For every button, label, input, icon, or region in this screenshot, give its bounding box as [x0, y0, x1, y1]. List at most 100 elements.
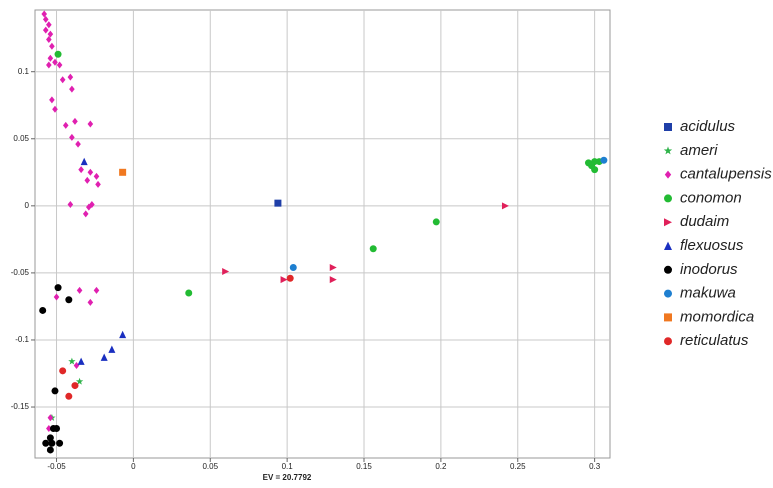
legend-label: flexuosus [680, 237, 744, 254]
x-tick-label: 0.1 [282, 462, 294, 471]
legend-marker [664, 265, 672, 274]
point [274, 199, 282, 207]
y-tick-label: 0.1 [18, 67, 30, 76]
point [46, 36, 52, 44]
point [69, 85, 75, 93]
point [93, 172, 100, 180]
point [87, 168, 94, 176]
point [76, 286, 83, 294]
legend-marker [663, 146, 673, 155]
point [54, 284, 62, 292]
point [84, 176, 91, 184]
point [329, 276, 337, 284]
point [75, 140, 81, 148]
legend-label: momordica [680, 308, 754, 325]
x-tick-label: 0.05 [202, 462, 218, 471]
point [67, 73, 74, 81]
legend-marker [664, 241, 672, 250]
point [289, 264, 297, 272]
point [39, 306, 47, 314]
point [119, 330, 127, 339]
point [87, 120, 94, 128]
point [77, 357, 85, 365]
point [47, 30, 54, 38]
point [49, 42, 55, 50]
point [52, 105, 58, 113]
point [59, 367, 67, 375]
point [222, 268, 230, 276]
point [87, 298, 94, 306]
legend-label: ameri [680, 142, 718, 159]
point [280, 276, 288, 284]
point [80, 157, 88, 166]
point [46, 424, 52, 432]
y-tick-label: -0.1 [15, 335, 29, 344]
legend-marker [664, 337, 672, 346]
point [68, 357, 76, 365]
point [42, 26, 49, 34]
point [53, 293, 60, 301]
y-tick-label: -0.15 [11, 402, 30, 411]
y-tick-label: -0.05 [11, 268, 30, 277]
point [501, 202, 509, 210]
point [46, 434, 54, 442]
legend-label: acidulus [680, 118, 736, 135]
legend-label: cantalupensis [680, 166, 772, 183]
point [62, 121, 69, 129]
point [71, 382, 79, 390]
point [56, 439, 64, 447]
point [42, 439, 50, 447]
x-tick-label: 0.15 [356, 462, 372, 471]
legend-label: reticulatus [680, 332, 749, 349]
x-tick-label: -0.05 [47, 462, 66, 471]
point [46, 446, 54, 454]
point [89, 200, 95, 208]
point [46, 61, 52, 69]
legend-marker [664, 289, 672, 298]
x-tick-label: 0 [131, 462, 136, 471]
point [53, 424, 61, 432]
point [48, 439, 56, 447]
point [56, 61, 63, 69]
point [588, 162, 596, 170]
point [54, 50, 62, 58]
point [49, 96, 55, 104]
point [369, 245, 377, 253]
legend-marker [664, 123, 672, 131]
point [95, 180, 101, 188]
point [329, 264, 337, 272]
legend-label: inodorus [680, 261, 738, 278]
legend-marker [664, 170, 672, 179]
x-tick-label: 0.3 [589, 462, 601, 471]
point [42, 15, 49, 23]
x-tick-label: 0.25 [510, 462, 526, 471]
x-tick-label: 0.2 [435, 462, 447, 471]
point [65, 392, 73, 400]
x-axis-label: EV = 20.7792 [263, 473, 312, 482]
point [73, 361, 80, 369]
legend-marker [664, 313, 672, 322]
y-tick-label: 0 [25, 201, 30, 210]
point [108, 345, 116, 353]
legend-label: dudaim [680, 213, 729, 230]
legend-marker [664, 218, 672, 227]
point [432, 218, 440, 226]
point [59, 76, 66, 84]
point [72, 117, 78, 125]
plot-area [34, 9, 611, 459]
point [93, 286, 100, 294]
point [65, 296, 73, 304]
point [185, 289, 193, 297]
point [75, 377, 84, 385]
point [47, 54, 54, 62]
point [67, 200, 74, 208]
point [82, 210, 89, 218]
legend-marker [664, 194, 672, 203]
point [52, 58, 58, 66]
point [41, 10, 48, 18]
point [119, 168, 127, 176]
point [286, 274, 294, 282]
point [51, 387, 59, 395]
point [47, 414, 54, 422]
